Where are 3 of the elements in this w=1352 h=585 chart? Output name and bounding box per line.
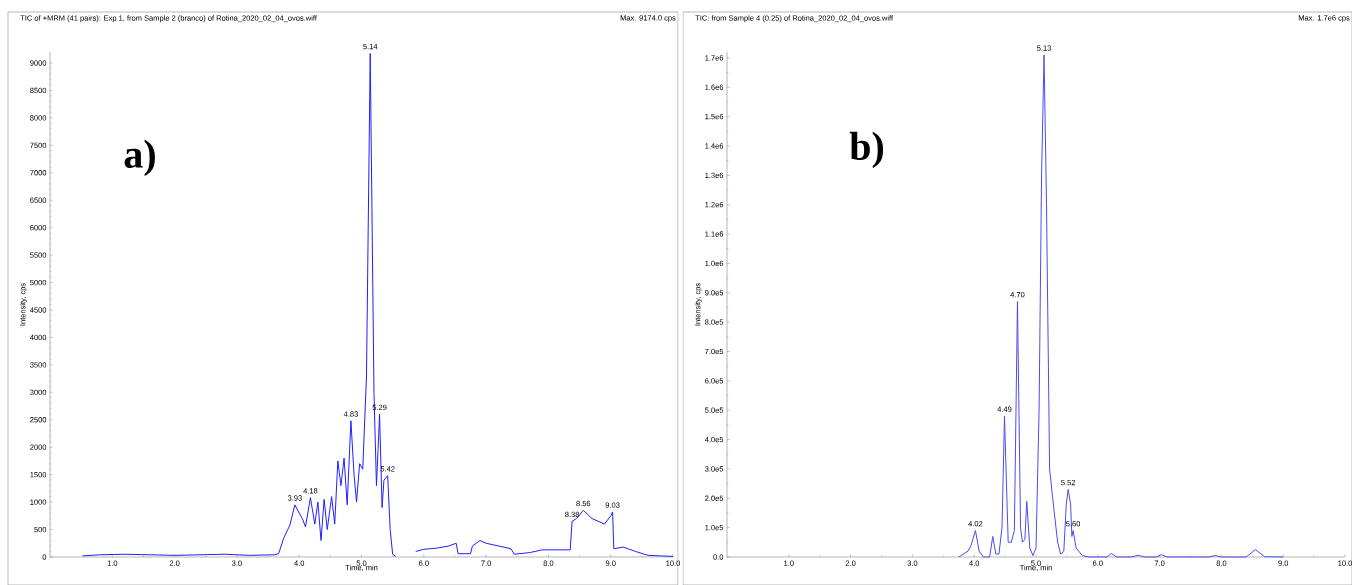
line-series xyxy=(958,54,1284,558)
annotation: a) xyxy=(124,139,155,177)
annotation: b) xyxy=(849,131,884,169)
